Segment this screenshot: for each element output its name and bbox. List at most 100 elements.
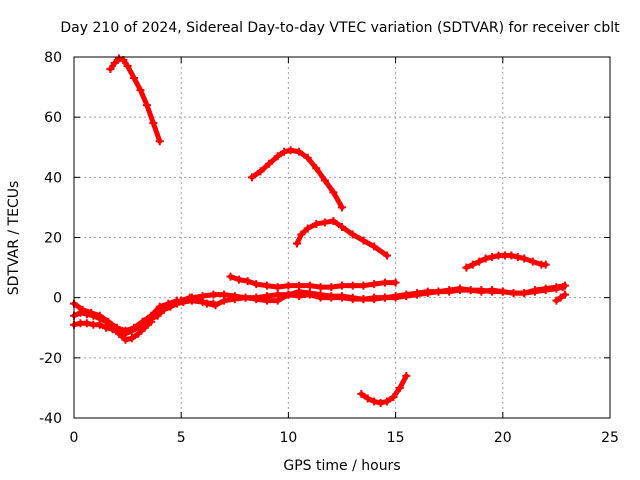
- data-point: [348, 281, 357, 290]
- series-arc-11: [177, 281, 569, 305]
- x-tick-label: 20: [494, 430, 512, 446]
- series-arc-3: [292, 216, 392, 260]
- data-point: [320, 176, 329, 185]
- data-point: [556, 293, 565, 302]
- data-point: [520, 254, 529, 263]
- data-point: [241, 293, 250, 302]
- data-point: [455, 284, 464, 293]
- data-point: [226, 272, 235, 281]
- data-point: [338, 222, 346, 231]
- data-point: [303, 153, 312, 162]
- plot-frame: [73, 56, 611, 419]
- data-point: [560, 290, 569, 299]
- series-trace: [107, 56, 163, 144]
- data-point: [383, 397, 392, 406]
- series-arc-2: [247, 146, 346, 212]
- data-point: [284, 290, 293, 299]
- data-point: [78, 305, 87, 314]
- y-tick-label: -20: [39, 351, 62, 367]
- data-point: [338, 203, 346, 212]
- data-point: [370, 242, 379, 251]
- y-tick-label: 0: [53, 291, 62, 307]
- data-point: [312, 164, 321, 173]
- data-point: [273, 283, 282, 292]
- data-point: [312, 219, 321, 228]
- data-point: [391, 278, 400, 287]
- data-point: [127, 334, 136, 343]
- series-arc-6: [226, 272, 400, 292]
- data-point: [252, 280, 261, 289]
- data-point: [402, 371, 411, 380]
- data-point: [338, 293, 346, 302]
- data-point: [106, 65, 115, 74]
- data-point: [115, 54, 124, 63]
- data-point: [110, 59, 119, 68]
- data-point: [552, 283, 561, 292]
- data-points: [70, 54, 569, 407]
- data-point: [102, 323, 111, 332]
- data-point: [295, 147, 304, 156]
- data-point: [292, 239, 301, 248]
- data-point: [243, 277, 252, 286]
- y-tick-label: 40: [44, 170, 62, 186]
- data-point: [142, 101, 151, 110]
- data-point: [316, 293, 325, 302]
- data-point: [413, 289, 422, 298]
- series-arc-4: [357, 371, 411, 407]
- data-point: [370, 397, 379, 406]
- data-point: [247, 173, 256, 182]
- data-point: [155, 302, 164, 311]
- data-point: [560, 281, 569, 290]
- data-point: [528, 257, 537, 266]
- data-point: [149, 119, 158, 128]
- y-tick-label: 60: [44, 110, 62, 126]
- data-point: [383, 251, 392, 260]
- data-point: [320, 218, 329, 227]
- data-point: [498, 287, 507, 296]
- data-point: [252, 293, 261, 302]
- x-axis-label: GPS time / hours: [283, 458, 400, 474]
- data-point: [87, 308, 96, 317]
- data-point: [380, 293, 389, 302]
- data-point: [530, 286, 539, 295]
- data-point: [305, 290, 314, 299]
- data-point: [357, 389, 366, 398]
- data-point: [395, 383, 404, 392]
- data-point: [265, 159, 274, 168]
- data-point: [513, 253, 522, 262]
- series-arc-5: [462, 251, 550, 272]
- data-point: [507, 251, 516, 260]
- series-arc-1: [106, 54, 164, 146]
- data-point: [303, 224, 312, 233]
- data-point: [280, 147, 289, 156]
- data-point: [468, 260, 477, 269]
- data-point: [130, 74, 139, 83]
- data-point: [348, 230, 357, 239]
- data-point: [481, 254, 490, 263]
- data-point: [370, 280, 379, 289]
- data-point: [136, 86, 145, 95]
- x-tick-label: 15: [387, 430, 405, 446]
- data-point: [376, 398, 385, 407]
- series-arc-9: [70, 296, 181, 335]
- data-point: [402, 290, 411, 299]
- data-point: [147, 311, 156, 320]
- data-point: [338, 281, 346, 290]
- data-point: [541, 284, 550, 293]
- data-point: [380, 278, 389, 287]
- data-point: [262, 292, 271, 301]
- data-point: [284, 281, 293, 290]
- data-point: [477, 287, 486, 296]
- data-point: [466, 286, 475, 295]
- data-point: [230, 292, 239, 301]
- data-point: [209, 290, 218, 299]
- data-point: [130, 323, 139, 332]
- series-arc-12: [552, 290, 569, 305]
- data-point: [370, 293, 379, 302]
- data-point: [211, 301, 220, 310]
- data-point: [297, 230, 306, 239]
- data-point: [155, 137, 164, 146]
- data-point: [235, 275, 244, 284]
- x-tick-label: 25: [601, 430, 619, 446]
- data-point: [329, 216, 338, 225]
